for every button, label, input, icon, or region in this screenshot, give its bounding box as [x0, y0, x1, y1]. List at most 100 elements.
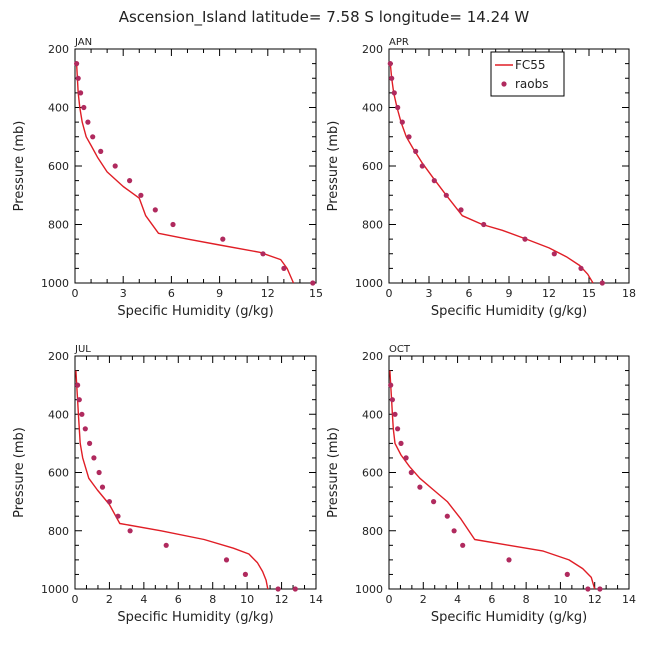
series-line-fc55: [389, 63, 594, 284]
y-tick-label: 200: [362, 350, 383, 363]
y-tick-label: 400: [48, 102, 69, 115]
raobs-point: [419, 163, 425, 169]
raobs-point: [391, 90, 397, 96]
x-tick-label: 6: [466, 287, 473, 300]
raobs-point: [389, 75, 395, 81]
raobs-point: [292, 586, 298, 592]
raobs-point: [85, 119, 91, 125]
raobs-point: [98, 148, 104, 154]
raobs-point: [399, 119, 405, 125]
x-axis-label: Specific Humidity (g/kg): [431, 610, 587, 625]
panel-label: OCT: [389, 344, 411, 355]
raobs-point: [458, 207, 464, 213]
raobs-point: [408, 469, 414, 476]
raobs-point: [99, 484, 106, 490]
raobs-point: [78, 90, 84, 96]
raobs-point: [522, 236, 528, 242]
raobs-point: [220, 236, 226, 242]
raobs-point: [389, 397, 395, 403]
raobs-point: [564, 571, 570, 578]
x-tick-label: 18: [622, 287, 636, 300]
x-tick-label: 6: [168, 287, 175, 300]
x-tick-label: 14: [622, 593, 636, 606]
y-axis-label: Pressure (mb): [12, 121, 27, 212]
raobs-point: [115, 513, 121, 519]
raobs-point: [260, 251, 266, 257]
y-tick-label: 600: [362, 160, 383, 173]
raobs-point: [82, 426, 88, 432]
raobs-point: [599, 280, 605, 286]
raobs-point: [398, 440, 404, 446]
x-tick-label: 4: [454, 593, 461, 606]
raobs-point: [585, 586, 591, 592]
raobs-point: [506, 557, 512, 563]
chart-panel-jan: 0 3 6 9 12 15 200 400 600 800 1000 JAN Specific Humi…: [12, 37, 323, 319]
raobs-point: [395, 426, 401, 432]
y-tick-label: 600: [48, 467, 69, 480]
raobs-point: [163, 542, 169, 548]
raobs-point: [81, 104, 87, 111]
raobs-point: [75, 382, 81, 388]
raobs-point: [431, 178, 437, 184]
x-axis-label: Specific Humidity (g/kg): [431, 304, 587, 319]
x-tick-label: 6: [488, 593, 495, 606]
raobs-point: [76, 397, 82, 403]
raobs-point: [90, 134, 96, 140]
raobs-point: [388, 382, 394, 388]
x-tick-label: 0: [72, 593, 79, 606]
y-tick-label: 400: [362, 102, 383, 115]
chart-panel-apr: 0 3 6 9 12 15 18 200 400 600 800 1000 APR Specific Hu…: [326, 37, 636, 319]
y-tick-label: 800: [362, 219, 383, 232]
raobs-point: [481, 221, 487, 228]
y-axis-label: Pressure (mb): [12, 427, 27, 518]
raobs-point: [443, 192, 449, 198]
y-tick-label: 800: [48, 219, 69, 232]
series-line-fc55: [75, 370, 269, 590]
raobs-point: [310, 280, 316, 286]
y-tick-label: 800: [362, 525, 383, 538]
x-tick-label: 0: [386, 287, 393, 300]
raobs-point: [431, 499, 437, 505]
legend-label-fc55: FC55: [515, 58, 546, 72]
chart-panel-jul: 0 2 4 6 8 10 12 14 200 400 600 800 1000 JUL Specific H…: [12, 344, 323, 625]
x-tick-label: 6: [175, 593, 182, 606]
raobs-point: [451, 528, 457, 534]
plot-frame: [74, 48, 317, 284]
raobs-point: [242, 571, 248, 578]
raobs-point: [223, 557, 230, 563]
raobs-point: [91, 455, 97, 461]
y-tick-label: 400: [48, 408, 69, 421]
x-tick-label: 10: [240, 593, 254, 606]
x-axis-label: Specific Humidity (g/kg): [117, 610, 273, 625]
x-tick-label: 12: [275, 593, 289, 606]
x-tick-label: 12: [261, 287, 275, 300]
y-tick-label: 400: [362, 408, 383, 421]
x-tick-label: 14: [309, 593, 323, 606]
x-tick-label: 15: [582, 287, 596, 300]
x-tick-label: 0: [386, 593, 393, 606]
x-tick-label: 3: [426, 287, 433, 300]
raobs-point: [138, 192, 144, 198]
raobs-point: [96, 469, 102, 476]
legend-box: [490, 51, 565, 97]
y-tick-label: 600: [362, 467, 383, 480]
raobs-point: [403, 455, 409, 461]
x-tick-label: 15: [309, 287, 323, 300]
raobs-point: [275, 586, 281, 592]
x-axis-label: Specific Humidity (g/kg): [117, 304, 273, 319]
y-tick-label: 200: [48, 350, 69, 363]
chart-legend: FC55 raobs: [490, 51, 565, 97]
y-tick-label: 1000: [355, 277, 383, 290]
raobs-point: [578, 265, 584, 271]
x-tick-label: 2: [420, 593, 427, 606]
raobs-point: [127, 528, 133, 534]
series-line-fc55: [389, 370, 596, 590]
x-tick-label: 12: [588, 593, 602, 606]
figure-title: Ascension_Island latitude= 7.58 S longit…: [119, 8, 530, 27]
y-tick-label: 1000: [41, 583, 69, 596]
y-tick-label: 200: [48, 43, 69, 56]
x-tick-label: 10: [553, 593, 567, 606]
raobs-point: [406, 134, 412, 140]
raobs-point: [413, 148, 419, 154]
